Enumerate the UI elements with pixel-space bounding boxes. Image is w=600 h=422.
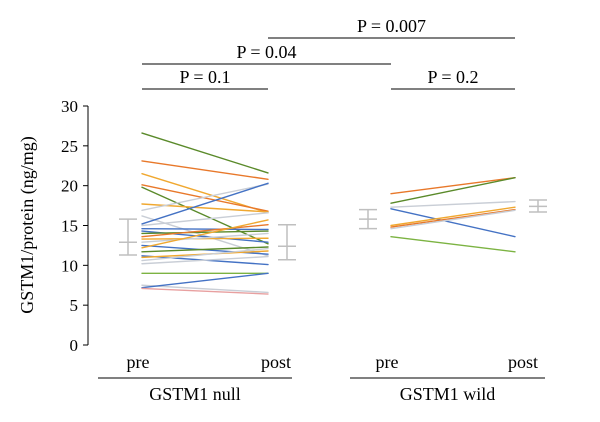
- subject-line: [141, 247, 269, 262]
- subject-line: [141, 183, 269, 212]
- subject-line: [390, 209, 516, 230]
- subject-line: [141, 182, 269, 225]
- subject-line: [390, 208, 516, 238]
- subject-line: [141, 227, 269, 231]
- p-value-label: P = 0.2: [428, 67, 479, 87]
- error-bar: [359, 208, 377, 230]
- subject-line: [141, 160, 269, 180]
- group-label: GSTM1 wild: [400, 384, 496, 404]
- subject-line: [141, 215, 269, 257]
- error-bar: [119, 218, 137, 256]
- y-tick-label: 0: [70, 336, 79, 355]
- y-tick-label: 20: [61, 177, 78, 196]
- y-axis-label: GSTM1/protein (ng/mg): [17, 136, 38, 314]
- subject-line: [141, 184, 269, 212]
- subject-line: [141, 246, 269, 253]
- subject-line: [141, 212, 269, 227]
- x-category-label: pre: [376, 352, 399, 372]
- group-label: GSTM1 null: [149, 384, 241, 404]
- subject-line: [390, 176, 516, 195]
- subject-line: [141, 287, 269, 295]
- error-bar: [278, 223, 296, 261]
- x-axis: pre post GSTM1 null pre post GSTM1 wild: [98, 352, 545, 404]
- subject-line: [141, 203, 269, 213]
- p-value-annotation: P = 0.1: [142, 67, 268, 90]
- p-value-label: P = 0.04: [237, 42, 297, 62]
- p-value-label: P = 0.007: [357, 16, 426, 36]
- subject-line: [390, 200, 516, 208]
- y-tick-label: 15: [61, 217, 78, 236]
- subject-line: [141, 224, 269, 238]
- subject-line: [390, 176, 516, 204]
- subject-line: [141, 272, 269, 289]
- x-category-label: pre: [127, 352, 150, 372]
- subject-line: [141, 230, 269, 235]
- subject-line: [141, 284, 269, 294]
- p-value-annotation: P = 0.2: [391, 67, 515, 90]
- series-lines: [141, 132, 516, 295]
- x-category-label: post: [508, 352, 538, 372]
- p-value-label: P = 0.1: [180, 67, 231, 87]
- error-bars: [119, 199, 547, 261]
- subject-line: [141, 255, 269, 265]
- y-tick-label: 25: [61, 137, 78, 156]
- subject-line: [141, 132, 269, 174]
- x-category-label: post: [261, 352, 291, 372]
- y-axis: 0 5 10 15 20 25 30: [61, 97, 89, 355]
- subject-line: [390, 208, 516, 228]
- subject-line: [141, 219, 269, 249]
- error-bar: [529, 199, 547, 213]
- subject-line: [141, 237, 269, 240]
- subject-line: [390, 206, 516, 227]
- significance-annotations: P = 0.1 P = 0.2 P = 0.04 P = 0.007: [142, 16, 515, 90]
- y-tick-label: 30: [61, 97, 78, 116]
- subject-line: [141, 232, 269, 243]
- subject-line: [390, 235, 516, 253]
- p-value-annotation: P = 0.04: [142, 42, 391, 65]
- y-tick-label: 10: [61, 256, 78, 275]
- y-tick-label: 5: [70, 296, 79, 315]
- p-value-annotation: P = 0.007: [268, 16, 515, 39]
